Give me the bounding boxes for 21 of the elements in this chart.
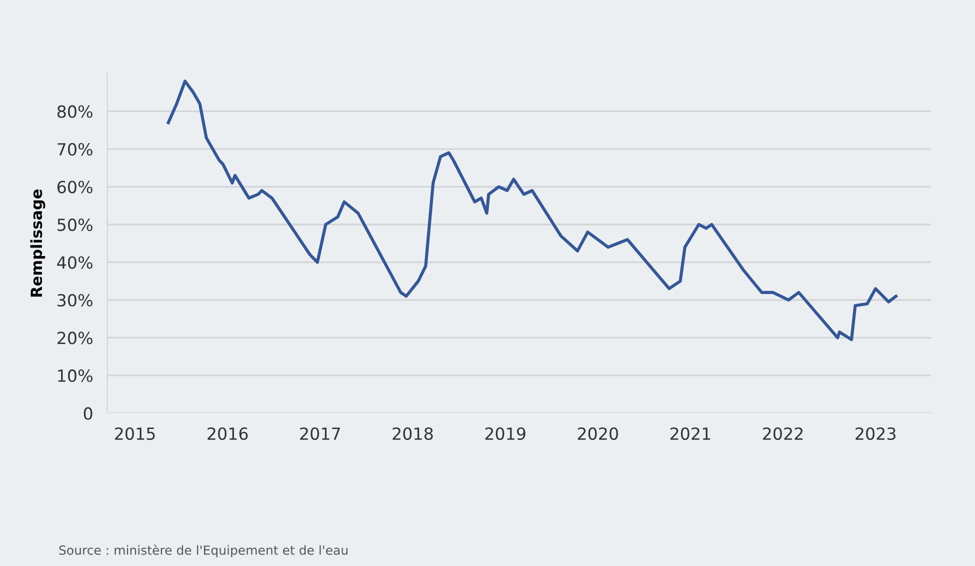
source-note: Source : ministère de l'Equipement et de l'eau [59,544,348,558]
x-tick-label: 2020 [578,427,618,440]
x-tick-label: 2017 [300,427,340,440]
x-tick-label: 2016 [208,427,248,440]
y-tick-label: 80% [57,105,92,118]
x-tick-label: 2015 [115,427,155,440]
x-tick-label: 2019 [485,427,526,440]
y-tick-label: 70% [58,143,92,156]
x-tick-label: 2018 [392,427,433,440]
y-tick-label: 30% [58,294,92,307]
y-tick-label: 10% [58,369,92,382]
x-tick-label: 2021 [670,427,710,440]
y-tick-label: 50% [58,218,92,232]
y-tick-label: 60% [57,180,92,194]
x-tick-label: 2022 [763,427,803,440]
x-tick-label: 2023 [856,427,896,440]
y-axis-title: Remplissage [30,189,46,297]
y-tick-label: 0 [84,407,92,420]
y-tick-label: 20% [58,332,92,344]
line-series [166,80,898,342]
y-tick-label: 40% [57,256,92,269]
